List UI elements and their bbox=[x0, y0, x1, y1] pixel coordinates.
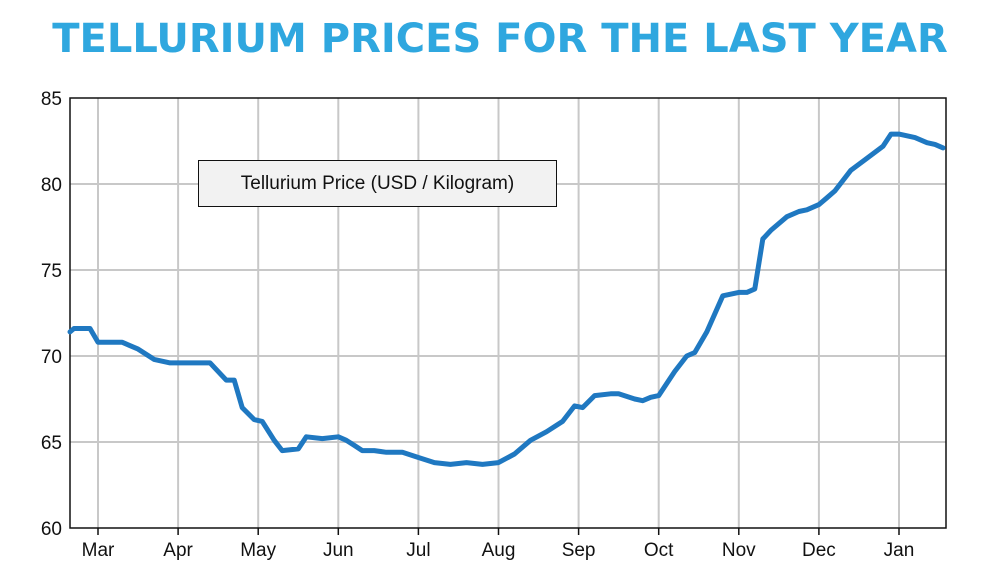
x-tick-label: Apr bbox=[163, 540, 193, 561]
x-tick-label: Jan bbox=[884, 540, 915, 561]
legend-label: Tellurium Price (USD / Kilogram) bbox=[240, 172, 515, 194]
y-tick-label: 65 bbox=[41, 433, 62, 454]
y-tick-label: 85 bbox=[41, 89, 62, 110]
legend: Tellurium Price (USD / Kilogram) bbox=[198, 160, 557, 207]
x-axis: Mar Apr May Jun Jul Aug Sep Oct Nov Dec Jan bbox=[82, 528, 915, 561]
plot-frame bbox=[69, 97, 947, 529]
chart-title: TELLURIUM PRICES FOR THE LAST YEAR bbox=[52, 16, 948, 62]
x-tick-label: Mar bbox=[82, 540, 115, 561]
y-axis: 60 65 70 75 80 85 bbox=[41, 89, 62, 540]
y-tick-label: 70 bbox=[41, 347, 62, 368]
x-tick-label: Jul bbox=[406, 540, 430, 561]
x-tick-label: May bbox=[240, 540, 276, 561]
x-tick-label: Oct bbox=[644, 540, 674, 561]
series-line-tellurium-price bbox=[67, 131, 946, 467]
x-tick-label: Nov bbox=[722, 540, 756, 561]
x-tick-label: Sep bbox=[562, 540, 596, 561]
y-tick-label: 80 bbox=[41, 175, 62, 196]
x-tick-label: Jun bbox=[323, 540, 354, 561]
x-tick-label: Dec bbox=[802, 540, 836, 561]
y-tick-label: 75 bbox=[41, 261, 62, 282]
x-tick-label: Aug bbox=[482, 540, 516, 561]
y-tick-label: 60 bbox=[41, 519, 62, 540]
